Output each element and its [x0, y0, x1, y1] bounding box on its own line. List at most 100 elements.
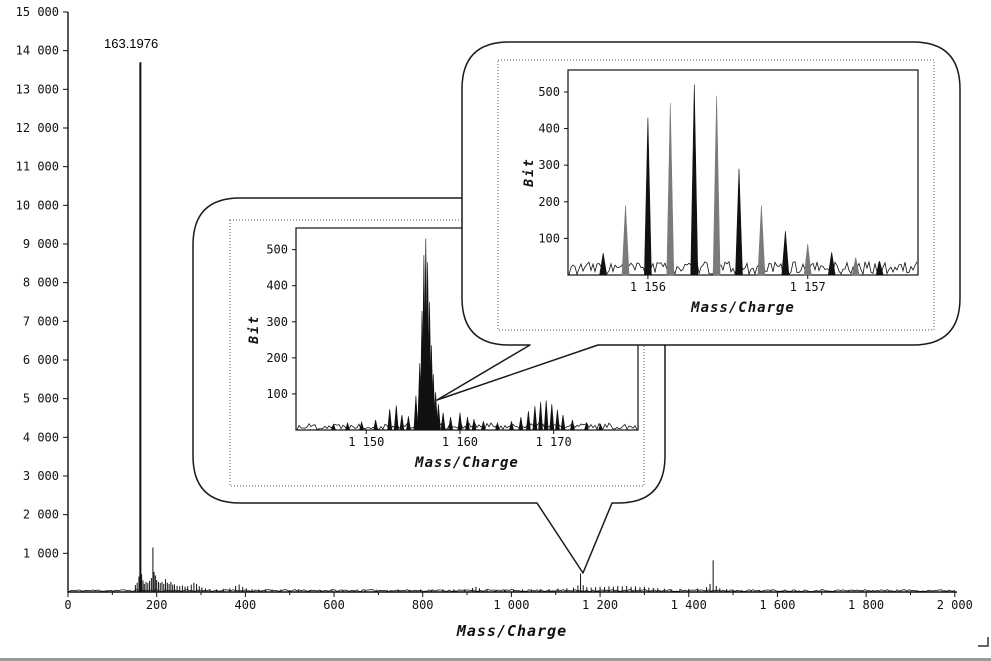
y-tick-label: 300: [266, 315, 288, 329]
y-tick-label: 100: [538, 231, 560, 245]
main-x-axis-label: Mass/Charge: [456, 622, 568, 640]
spectrum-peak: [875, 261, 884, 276]
window-edge: [0, 658, 991, 661]
spectrum-peak: [433, 392, 439, 431]
spectrum-peak: [621, 205, 630, 276]
inset-top-plot-dotted-border: [497, 59, 935, 331]
y-tick-label: 5 000: [23, 392, 59, 406]
spectrum-peak: [525, 411, 531, 431]
x-tick-label: 600: [323, 598, 345, 612]
spectrum-peak: [757, 205, 766, 276]
y-tick-label: 1 000: [23, 546, 59, 560]
spectrum-peak: [532, 406, 538, 431]
spectrum-peak: [393, 405, 399, 431]
spectrum-peak: [781, 231, 790, 276]
spectrum-peak: [538, 401, 543, 431]
spectrum-peak: [690, 84, 699, 276]
x-tick-label: 200: [146, 598, 168, 612]
x-tick-label: 0: [64, 598, 71, 612]
spectrum-peak: [549, 403, 555, 431]
spectrum-peak: [406, 416, 411, 431]
spectrum-peak: [330, 423, 336, 431]
main-spectrum-plot: 0 200 400 600 800 1 000 1 200 1 400 1 600 1 800 2 …: [16, 5, 973, 612]
spectrum-peak: [465, 416, 470, 431]
spectrum-peak: [666, 102, 675, 276]
spectrum-peak: [555, 409, 560, 431]
spectrum-peak: [399, 414, 405, 431]
inset-top-plot: 1 156 1 157 100 200 300 400 500: [497, 59, 935, 331]
x-tick-label: 1 157: [790, 280, 826, 294]
spectrum-peak: [448, 416, 454, 431]
x-tick-label: 2 000: [937, 598, 973, 612]
x-tick-label: 1 170: [536, 435, 572, 449]
y-tick-label: 200: [538, 195, 560, 209]
spectrum-peak: [436, 403, 441, 431]
inset-top-plot-peaks: [599, 84, 884, 276]
y-tick-label: 500: [538, 85, 560, 99]
spectrum-peak: [560, 414, 566, 431]
spectrum-peak: [569, 419, 575, 431]
y-tick-label: 4 000: [23, 430, 59, 444]
spectrum-peak: [373, 419, 379, 431]
y-tick-label: 9 000: [23, 237, 59, 251]
spectrum-peak: [480, 421, 486, 431]
spectrum-peak: [471, 419, 477, 431]
spectrum-peak: [345, 421, 350, 431]
y-tick-label: 11 000: [16, 160, 59, 174]
y-tick-label: 7 000: [23, 314, 59, 328]
peak-annotation-label: 163.1976: [104, 36, 159, 51]
x-tick-label: 1 150: [348, 435, 384, 449]
spectrum-peak: [495, 421, 500, 431]
y-tick-label: 15 000: [16, 5, 59, 19]
spectrum-peak: [543, 400, 549, 431]
x-tick-label: 400: [235, 598, 257, 612]
inset-mid-x-axis-label: Mass/Charge: [415, 455, 519, 471]
spectrum-peak: [457, 412, 463, 431]
y-tick-label: 14 000: [16, 44, 59, 58]
y-tick-label: 100: [266, 387, 288, 401]
x-tick-label: 1 600: [759, 598, 795, 612]
x-tick-label: 1 200: [582, 598, 618, 612]
spectrum-peak: [644, 117, 652, 276]
x-tick-label: 1 156: [630, 280, 666, 294]
y-tick-label: 300: [538, 158, 560, 172]
inset-top-x-axis-label: Mass/Charge: [691, 300, 795, 316]
spectrum-peak: [803, 243, 812, 276]
y-tick-label: 10 000: [16, 198, 59, 212]
y-tick-label: 400: [538, 122, 560, 136]
spectrum-peak: [359, 420, 365, 431]
y-tick-label: 6 000: [23, 353, 59, 367]
inset-mid-plot-peaks: [330, 238, 604, 431]
x-tick-label: 1 400: [671, 598, 707, 612]
spectrum-peak: [598, 423, 604, 431]
spectrum-peak: [413, 395, 419, 431]
y-tick-label: 200: [266, 351, 288, 365]
y-tick-label: 3 000: [23, 469, 59, 483]
y-tick-label: 400: [266, 279, 288, 293]
y-tick-label: 8 000: [23, 276, 59, 290]
y-tick-label: 500: [266, 243, 288, 257]
inset-mid-y-axis-label: Bit: [247, 314, 262, 344]
spectrum-peak: [735, 168, 743, 276]
y-tick-label: 2 000: [23, 508, 59, 522]
spectrum-peak: [827, 252, 836, 276]
spectrum-peak: [599, 252, 608, 276]
spectrum-peak: [440, 412, 446, 431]
spectrum-peak: [584, 421, 589, 431]
spectrum-peak: [509, 421, 514, 431]
spectrum-peak: [712, 95, 721, 276]
y-tick-label: 12 000: [16, 121, 59, 135]
inset-top-plot-frame: [567, 69, 919, 276]
spectrum-peak: [851, 257, 860, 276]
x-tick-label: 1 800: [848, 598, 884, 612]
x-tick-label: 1 160: [442, 435, 478, 449]
x-tick-label: 800: [412, 598, 434, 612]
corner-mark: [978, 637, 989, 647]
main-spectrum-plot-peaks: [134, 62, 942, 592]
inset-mid-plot-dotted-border: [229, 219, 645, 487]
y-tick-label: 13 000: [16, 82, 59, 96]
spectrum-peak: [387, 409, 393, 431]
inset-top-y-axis-label: Bit: [522, 157, 537, 187]
